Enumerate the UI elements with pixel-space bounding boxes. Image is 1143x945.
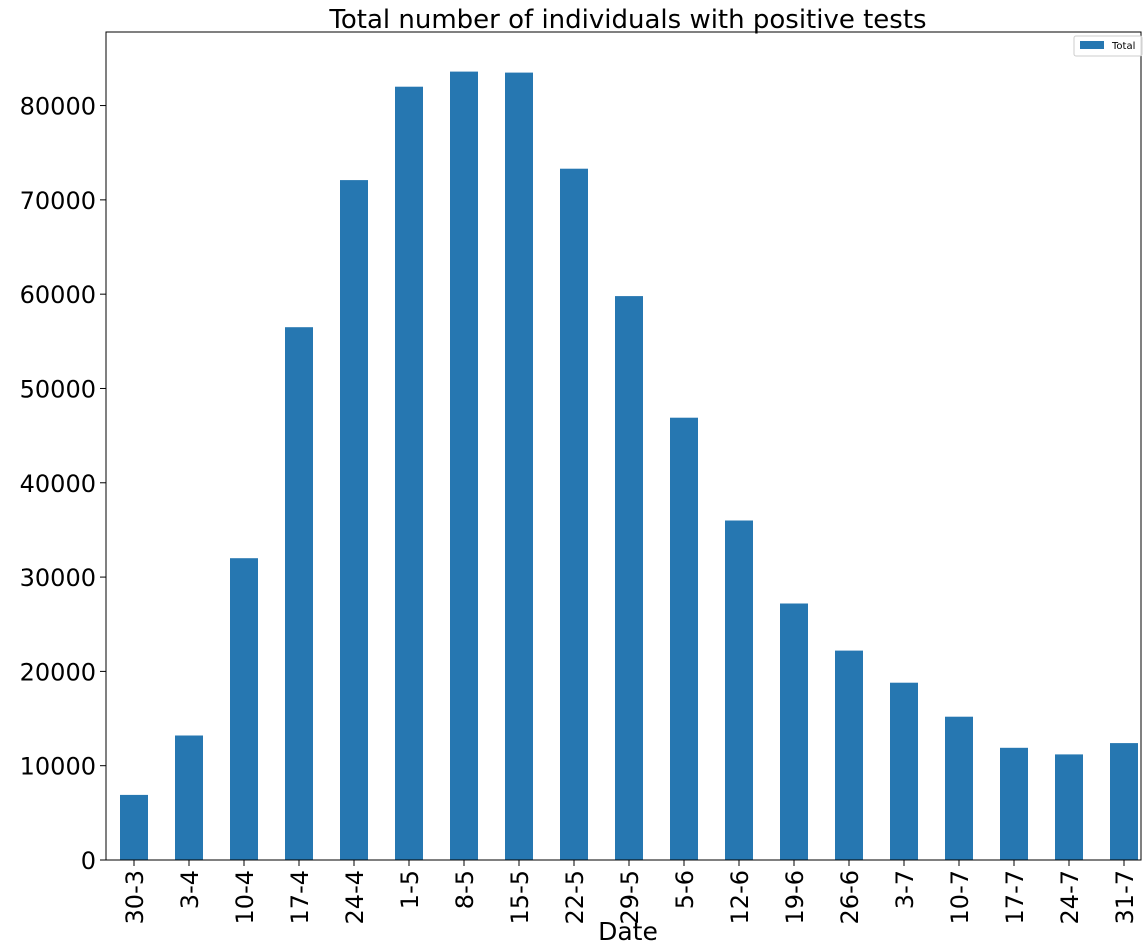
bar-15-5 [505,72,533,861]
bar-5-6 [670,417,698,860]
bar-10-4 [230,558,258,860]
x-tick-label: 8-5 [451,870,479,909]
x-tick-label: 3-7 [891,870,919,909]
legend-swatch [1080,41,1104,49]
y-tick-label: 0 [81,847,96,875]
bar-31-7 [1110,743,1138,860]
bar-30-3 [120,794,148,860]
bar-3-4 [175,735,203,860]
x-tick-label: 1-5 [396,870,424,909]
x-tick-label: 22-5 [561,870,589,924]
x-tick-label: 5-6 [671,870,699,909]
x-tick-label: 17-4 [286,870,314,924]
x-tick-label: 29-5 [616,870,644,924]
bar-22-5 [560,168,588,860]
x-axis: 30-3 3-4 10-4 17-4 24-4 1-5 8-5 15-5 22-5 29-5 5-6… [121,860,1139,924]
x-tick-label: 10-4 [231,870,259,924]
y-tick-label: 20000 [20,658,96,686]
y-tick-label: 30000 [20,564,96,592]
y-tick-label: 10000 [20,753,96,781]
bar-26-6 [835,650,863,860]
legend: Total [1073,35,1143,57]
x-tick-label: 24-4 [341,870,369,924]
y-tick-label: 70000 [20,187,96,215]
bar-19-6 [780,603,808,860]
x-tick-label: 12-6 [726,870,754,924]
x-tick-label: 17-7 [1001,870,1029,924]
y-tick-label: 60000 [20,281,96,309]
y-axis: 0 10000 20000 30000 40000 50000 60000 70000 8000… [20,93,106,875]
plot-area [105,31,1142,861]
bar-29-5 [615,296,643,861]
bar-24-7 [1055,754,1083,860]
bar-12-6 [725,520,753,860]
x-tick-label: 30-3 [121,870,149,924]
x-tick-label: 15-5 [506,870,534,924]
y-tick-label: 40000 [20,470,96,498]
bar-10-7 [945,716,973,860]
legend-label: Total [1111,41,1135,52]
chart-title: Total number of individuals with positiv… [328,5,926,35]
bar-3-7 [890,682,918,860]
y-tick-label: 50000 [20,375,96,403]
x-tick-label: 24-7 [1056,870,1084,924]
x-tick-label: 3-4 [176,870,204,909]
x-axis-label: Date [598,917,658,945]
bar-8-5 [450,71,478,861]
x-tick-label: 26-6 [836,870,864,924]
bar-24-4 [340,180,368,861]
x-tick-label: 31-7 [1111,870,1139,924]
bar-17-4 [285,327,313,860]
plot-frame [105,31,1142,861]
x-tick-label: 10-7 [946,870,974,924]
bar-17-7 [1000,747,1028,860]
bar-1-5 [395,86,423,860]
y-tick-label: 80000 [20,93,96,121]
x-tick-label: 19-6 [781,870,809,924]
